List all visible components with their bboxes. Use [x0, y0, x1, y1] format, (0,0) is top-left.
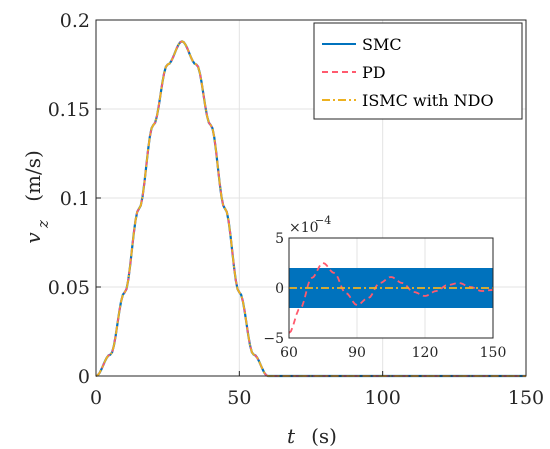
y-axis-unit: (m/s) [21, 150, 45, 202]
x-tick-label: 0 [90, 387, 102, 409]
inset-y-tick-label: 5 [275, 231, 284, 247]
inset-x-tick-label: 120 [412, 345, 439, 361]
legend: SMC PD ISMC with NDO [313, 22, 523, 120]
y-axis-subscript: z [34, 220, 52, 229]
y-tick-label: 0.2 [60, 10, 90, 32]
inset-y-tick-label: −5 [263, 331, 284, 347]
inset-x-tick-label: 60 [280, 345, 298, 361]
legend-label-ismc: ISMC with NDO [362, 91, 494, 110]
inset-scale-label: ×10 [289, 220, 319, 236]
inset-y-tick-label: 0 [275, 281, 284, 297]
series-line-ismc-with-ndo [95, 40, 526, 377]
legend-label-pd: PD [362, 63, 386, 82]
inset-ticks: 60 90 120 150 5 0 −5 [263, 231, 506, 361]
inset-series [288, 262, 494, 334]
inset-scale-exponent: −4 [315, 214, 331, 227]
y-axis-label: v [21, 232, 45, 244]
inset-chart: 60 90 120 150 5 0 −5 ×10 −4 [263, 214, 506, 361]
inset-x-tick-label: 150 [480, 345, 507, 361]
inset-series-pd [288, 262, 494, 334]
y-tick-label: 0 [78, 366, 90, 388]
x-axis-label: t [287, 424, 296, 448]
x-tick-label: 50 [227, 387, 251, 409]
y-tick-label: 0.1 [60, 188, 90, 210]
x-tick-label: 150 [508, 387, 544, 409]
inset-axes-frame [288, 237, 494, 339]
inset-x-tick-label: 90 [348, 345, 366, 361]
legend-box [313, 22, 523, 120]
y-tick-label: 0.05 [48, 277, 90, 299]
legend-label-smc: SMC [362, 35, 402, 54]
y-tick-label: 0.15 [48, 99, 90, 121]
x-tick-label: 100 [365, 387, 401, 409]
x-axis-unit: (s) [311, 424, 337, 448]
